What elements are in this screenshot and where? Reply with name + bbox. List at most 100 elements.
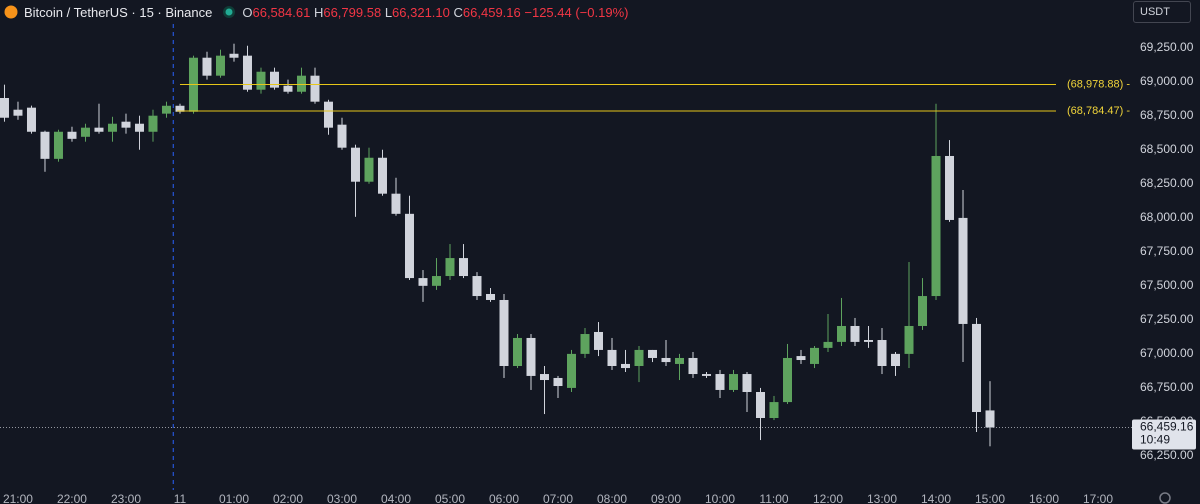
candle-body (242, 55, 252, 90)
candle-body (0, 98, 9, 118)
high-value: 66,799.58 (323, 4, 382, 20)
candle-body (458, 258, 468, 277)
candle-body (850, 325, 860, 342)
candle-body (80, 127, 90, 137)
x-tick-label: 11 (174, 492, 187, 504)
coin-icon (4, 5, 18, 19)
candle-body (391, 193, 401, 214)
low-value: 66,321.10 (392, 4, 450, 20)
candle-body (634, 349, 644, 367)
candle-body (904, 325, 914, 354)
y-tick-label: 69,250.00 (1140, 40, 1194, 54)
currency-select[interactable]: USDT (1133, 1, 1191, 23)
status-dot (223, 6, 236, 18)
x-tick-label: 11:00 (759, 492, 788, 504)
candle-body (607, 349, 617, 367)
candle-body (26, 107, 36, 132)
low-label: L (384, 4, 393, 20)
candle-body (364, 157, 374, 182)
candle-body (877, 340, 887, 367)
candle-body (310, 75, 320, 102)
candle-body (647, 349, 657, 358)
candle-body (472, 276, 482, 297)
candle-body (702, 374, 712, 376)
candle-body (931, 155, 941, 297)
candle-body (783, 357, 793, 403)
candle-body (661, 357, 671, 363)
y-tick-label: 68,750.00 (1140, 108, 1194, 122)
open-value: 66,584.61 (252, 4, 311, 20)
x-tick-label: 03:00 (327, 492, 357, 504)
candle-body (864, 340, 874, 342)
candle-body (215, 55, 225, 76)
candle-body (269, 71, 279, 88)
candle-body (445, 258, 455, 277)
candle-body (985, 410, 995, 428)
x-tick-label: 01:00 (219, 492, 249, 504)
candle-body (256, 71, 266, 90)
candle-body (891, 353, 901, 367)
y-tick-label: 67,500.00 (1140, 278, 1194, 292)
x-tick-label: 10:00 (705, 492, 735, 504)
candle-body (323, 101, 333, 128)
x-tick-label: 04:00 (381, 492, 411, 504)
candle-body (796, 356, 806, 361)
candle-body (283, 85, 293, 92)
candle-body (769, 402, 779, 418)
y-tick-label: 68,000.00 (1140, 210, 1194, 224)
candle-body (715, 374, 725, 390)
y-tick-label: 68,500.00 (1140, 142, 1194, 156)
candle-body (53, 131, 63, 159)
candle-body (553, 377, 563, 387)
candle-body (593, 331, 603, 350)
candle-body (134, 123, 144, 132)
last-price-box (1132, 419, 1196, 450)
y-tick-label: 69,000.00 (1140, 74, 1194, 88)
candle-body (40, 131, 50, 159)
candle-body (945, 155, 955, 220)
candle-body (499, 299, 509, 367)
candle-body (972, 323, 982, 413)
candle-body (161, 105, 171, 114)
x-tick-label: 12:00 (813, 492, 843, 504)
x-tick-label: 17:00 (1083, 492, 1113, 504)
candle-body (404, 213, 414, 279)
candle-body (729, 374, 739, 390)
candle-body (958, 217, 968, 324)
candle-body (742, 374, 752, 392)
open-label: O (242, 4, 253, 20)
x-tick-label: 09:00 (651, 492, 681, 504)
x-tick-label: 08:00 (597, 492, 627, 504)
candle-body (67, 131, 77, 139)
candle-body (13, 109, 23, 116)
change: −125.44 (−0.19%) (524, 4, 629, 20)
candle-body (512, 337, 522, 367)
candle-body (175, 105, 185, 112)
y-tick-label: 67,750.00 (1140, 244, 1194, 258)
settings-icon[interactable] (1159, 492, 1171, 504)
y-tick-label: 66,250.00 (1140, 448, 1194, 462)
candle-body (823, 341, 833, 348)
candle-body (431, 276, 441, 286)
high-label: H (313, 4, 324, 20)
symbol[interactable]: Bitcoin / TetherUS · 15 · Binance (24, 4, 213, 20)
x-tick-label: 14:00 (921, 492, 951, 504)
y-tick-label: 67,000.00 (1140, 346, 1194, 360)
candle-body (377, 157, 387, 194)
candle-body (837, 325, 847, 342)
candle-body (350, 147, 360, 182)
candle-body (485, 294, 495, 300)
candle-body (810, 347, 820, 364)
x-tick-label: 15:00 (975, 492, 1005, 504)
candle-body (107, 123, 117, 132)
candle-body (918, 296, 928, 326)
candle-body (418, 278, 428, 286)
candle-body (121, 121, 131, 128)
candle-body (202, 57, 212, 76)
countdown: 10:49 (1140, 433, 1170, 447)
x-tick-label: 21:00 (3, 492, 33, 504)
legend-header: Bitcoin / TetherUS · 15 · Binance O 66,58… (4, 2, 628, 22)
close-label: C (453, 4, 463, 20)
